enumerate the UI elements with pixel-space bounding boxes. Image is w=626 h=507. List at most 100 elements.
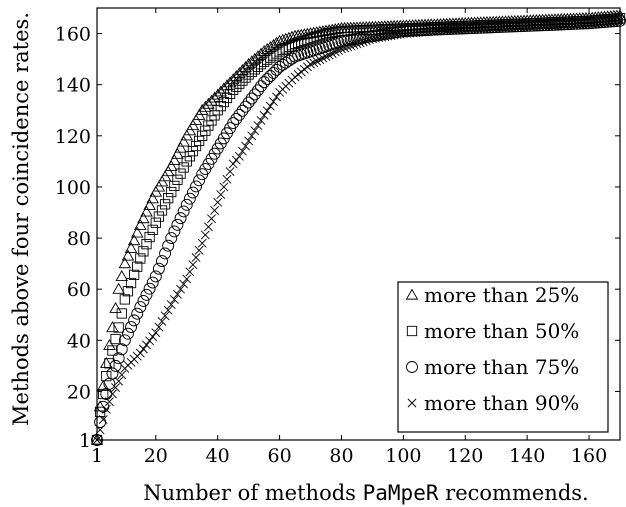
data-point	[100, 356, 113, 368]
data-point	[117, 370, 127, 380]
y-tick-label: 40	[67, 330, 91, 352]
data-point	[247, 131, 257, 141]
data-point	[262, 106, 272, 116]
data-point	[90, 433, 104, 445]
data-point	[241, 141, 250, 151]
data-point	[140, 288, 153, 301]
data-point	[96, 379, 110, 391]
data-point	[140, 205, 153, 217]
y-tick-label: 140	[55, 75, 91, 97]
x-axis-ticks: 1 20 40 60 80 100 120 140 160	[91, 8, 607, 467]
data-point	[154, 322, 164, 332]
data-point	[205, 94, 218, 106]
data-point	[174, 212, 187, 225]
data-point	[149, 270, 162, 283]
x-tick-label: 20	[144, 445, 168, 467]
data-point	[239, 100, 252, 113]
data-point	[216, 190, 226, 200]
data-point	[234, 151, 244, 161]
data-point	[228, 84, 239, 95]
data-point	[106, 367, 119, 380]
data-point	[264, 70, 277, 82]
legend-box	[397, 281, 609, 433]
data-point	[144, 231, 155, 243]
data-point	[258, 56, 270, 67]
data-point	[306, 59, 315, 69]
data-point	[190, 180, 202, 193]
data-point	[340, 43, 350, 53]
data-point	[260, 43, 274, 54]
data-point	[151, 328, 161, 338]
data-point	[171, 218, 184, 231]
data-point	[207, 214, 216, 224]
x-tick-label: 40	[206, 445, 230, 467]
data-point	[259, 110, 269, 120]
data-point	[121, 249, 135, 261]
data-point	[183, 192, 196, 205]
data-point	[271, 48, 282, 59]
data-point	[147, 224, 158, 236]
data-point	[195, 103, 209, 115]
data-point	[318, 53, 328, 63]
data-point	[132, 261, 143, 272]
y-axis-label: Methods above four coincidence rates.	[9, 12, 33, 426]
data-point	[152, 262, 165, 275]
data-point	[146, 192, 159, 204]
data-point	[177, 205, 190, 218]
data-point	[267, 66, 280, 79]
x-tick-label: 140	[509, 445, 545, 467]
data-point	[211, 88, 224, 100]
data-point	[251, 84, 264, 97]
data-point	[176, 284, 185, 294]
data-point	[101, 404, 111, 414]
data-point	[178, 162, 189, 173]
data-point	[148, 332, 158, 342]
data-point	[137, 294, 150, 307]
data-point	[138, 246, 149, 257]
data-point	[143, 198, 156, 210]
data-point	[213, 197, 223, 207]
data-point	[127, 234, 141, 246]
data-point	[272, 92, 281, 102]
data-point	[282, 54, 295, 67]
data-point	[182, 274, 192, 284]
data-point	[240, 72, 251, 83]
data-point	[231, 155, 241, 165]
data-point	[143, 282, 156, 295]
data-point	[164, 160, 178, 172]
data-point	[163, 305, 173, 315]
y-tick-label: 120	[55, 126, 91, 148]
data-point	[109, 359, 122, 372]
data-point	[191, 253, 201, 262]
data-point	[125, 321, 137, 333]
data-point	[179, 279, 189, 289]
data-point	[101, 370, 112, 382]
data-point	[199, 100, 212, 112]
data-point	[255, 80, 267, 93]
data-point	[265, 101, 275, 111]
data-point	[321, 52, 331, 62]
data-point	[228, 159, 238, 169]
data-point	[111, 383, 121, 393]
data-point	[352, 39, 362, 49]
data-point	[110, 333, 121, 345]
data-point	[224, 88, 236, 100]
data-point	[118, 257, 132, 269]
data-point	[197, 238, 207, 248]
data-point	[173, 289, 182, 299]
data-point	[214, 85, 228, 97]
x-axis-label: Number of methods PaMpeR recommends.	[143, 481, 588, 505]
data-point	[253, 121, 263, 131]
data-point	[115, 269, 129, 281]
legend-marker-circle	[406, 361, 418, 373]
data-point	[114, 376, 124, 386]
plot-frame	[96, 7, 621, 441]
data-point	[150, 217, 161, 228]
data-point	[222, 174, 232, 184]
data-point	[168, 225, 181, 238]
data-point	[137, 212, 150, 224]
data-markers	[90, 9, 626, 446]
y-tick-label: 80	[67, 228, 91, 250]
data-point	[107, 345, 118, 356]
data-point	[116, 308, 127, 319]
